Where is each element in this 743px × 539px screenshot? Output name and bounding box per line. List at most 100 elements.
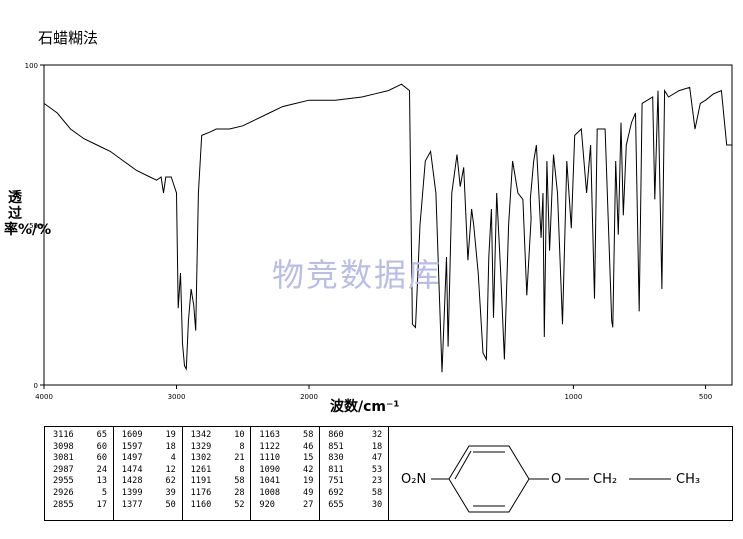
peak-row: 1474 12 — [122, 465, 182, 477]
ring-inner-bond — [454, 450, 472, 480]
peak-wavenumber: 1122 — [259, 441, 281, 452]
peak-row: 920 27 — [259, 500, 319, 512]
peak-transmittance: 60 — [96, 441, 107, 452]
peak-transmittance: 8 — [239, 464, 245, 475]
peak-transmittance: 17 — [96, 499, 107, 510]
peak-transmittance: 23 — [371, 476, 383, 487]
ch2-label: CH₂ — [593, 472, 617, 487]
peak-wavenumber: 1041 — [259, 476, 281, 487]
peak-wavenumber: 860 — [328, 430, 344, 440]
peak-wavenumber: 1377 — [121, 499, 143, 510]
peak-wavenumber: 1399 — [121, 487, 143, 498]
peak-transmittance: 47 — [371, 453, 383, 464]
peak-row: 2987 24 — [53, 465, 113, 477]
peak-transmittance: 42 — [303, 464, 314, 475]
peak-wavenumber: 920 — [259, 499, 275, 510]
spectrum-line — [43, 83, 732, 373]
peak-row: 1428 62 — [122, 476, 182, 488]
peak-row: 1497 4 — [122, 453, 182, 465]
peak-wavenumber: 830 — [328, 453, 344, 464]
peak-wavenumber: 751 — [328, 476, 344, 487]
peak-wavenumber: 1191 — [190, 476, 212, 487]
peak-transmittance: 30 — [371, 499, 383, 510]
peak-row: 3116 65 — [53, 430, 113, 442]
ch3-label: CH₃ — [676, 472, 700, 487]
peak-row: 1329 8 — [191, 442, 251, 454]
peak-row: 1008 49 — [259, 488, 319, 500]
peak-transmittance: 52 — [234, 499, 245, 510]
peak-row: 1302 21 — [191, 453, 251, 465]
peak-transmittance: 18 — [371, 441, 383, 452]
peak-transmittance: 62 — [165, 476, 176, 487]
peak-wavenumber: 1497 — [121, 453, 143, 464]
peak-wavenumber: 3081 — [53, 453, 74, 464]
peak-wavenumber: 1597 — [121, 441, 143, 452]
peak-transmittance: 49 — [303, 487, 314, 498]
y-tick-label: 50 — [29, 222, 38, 230]
peak-row: 811 53 — [328, 465, 388, 477]
peak-transmittance: 21 — [234, 453, 245, 464]
peak-row: 655 30 — [328, 500, 388, 512]
peak-wavenumber: 1474 — [121, 464, 143, 475]
peak-wavenumber: 1090 — [259, 464, 281, 475]
y-tick-label: 100 — [25, 62, 38, 70]
peak-wavenumber: 1329 — [190, 441, 212, 452]
peak-transmittance: 4 — [170, 453, 176, 464]
peak-row: 830 47 — [328, 453, 388, 465]
peak-transmittance: 8 — [239, 441, 245, 452]
peak-table: 3116 65 3098 60 3081 60 2987 24 2955 13 2926 5 2855 1… — [44, 426, 389, 521]
peak-wavenumber: 2855 — [53, 499, 74, 510]
peak-wavenumber: 1302 — [190, 453, 212, 464]
peak-row: 2855 17 — [53, 500, 113, 512]
chart-title: 石蜡糊法 — [38, 29, 99, 47]
peak-transmittance: 58 — [303, 430, 314, 440]
peak-row: 1160 52 — [191, 500, 251, 512]
nitro-label: O₂N — [401, 472, 426, 487]
peak-wavenumber: 1110 — [259, 453, 281, 464]
oxygen-label: O — [551, 472, 561, 487]
peak-column: 1163 58 1122 46 1110 15 1090 42 1041 19 1008 49 920 2… — [251, 427, 321, 520]
x-tick-label: 3000 — [168, 393, 186, 401]
peak-column: 1609 19 1597 18 1497 4 1474 12 1428 62 1399 39 1377 5… — [114, 427, 183, 520]
peak-column: 3116 65 3098 60 3081 60 2987 24 2955 13 2926 5 2855 1… — [45, 427, 114, 520]
peak-row: 1377 50 — [122, 500, 182, 512]
peak-row: 1090 42 — [259, 465, 319, 477]
peak-wavenumber: 1008 — [259, 487, 281, 498]
peak-wavenumber: 3116 — [53, 430, 74, 440]
peak-column: 860 32 851 18 830 47 811 53 751 23 692 58 655 30 — [320, 427, 388, 520]
peak-row: 1122 46 — [259, 442, 319, 454]
peak-transmittance: 24 — [96, 464, 107, 475]
peak-wavenumber: 3098 — [53, 441, 74, 452]
peak-column: 1342 10 1329 8 1302 21 1261 8 1191 58 1176 28 1160 52 — [183, 427, 252, 520]
peak-wavenumber: 655 — [328, 499, 344, 510]
peak-row: 1342 10 — [191, 430, 251, 442]
x-tick-label: 4000 — [35, 393, 53, 401]
peak-row: 1110 15 — [259, 453, 319, 465]
peak-row: 851 18 — [328, 442, 388, 454]
peak-transmittance: 60 — [96, 453, 107, 464]
benzene-ring — [448, 445, 530, 513]
peak-transmittance: 13 — [96, 476, 107, 487]
peak-transmittance: 58 — [234, 476, 245, 487]
peak-wavenumber: 851 — [328, 441, 344, 452]
peak-row: 1261 8 — [191, 465, 251, 477]
peak-row: 2926 5 — [53, 488, 113, 500]
peak-transmittance: 53 — [371, 464, 383, 475]
x-axis-label: 波数/cm⁻¹ — [330, 399, 400, 415]
peak-transmittance: 39 — [165, 487, 176, 498]
peak-row: 1597 18 — [122, 442, 182, 454]
peak-row: 1163 58 — [259, 430, 319, 442]
peak-wavenumber: 811 — [328, 464, 344, 475]
peak-transmittance: 19 — [303, 476, 314, 487]
peak-transmittance: 19 — [165, 430, 176, 440]
structure-diagram: O₂N O CH₂ CH₃ — [401, 445, 700, 513]
peak-wavenumber: 692 — [328, 487, 344, 498]
x-tick-label: 500 — [699, 393, 712, 401]
peak-wavenumber: 1160 — [190, 499, 212, 510]
x-tick-label: 1000 — [564, 393, 582, 401]
peak-wavenumber: 2987 — [53, 464, 74, 475]
peak-transmittance: 32 — [371, 430, 383, 440]
peak-transmittance: 18 — [165, 441, 176, 452]
peak-wavenumber: 1609 — [121, 430, 143, 440]
